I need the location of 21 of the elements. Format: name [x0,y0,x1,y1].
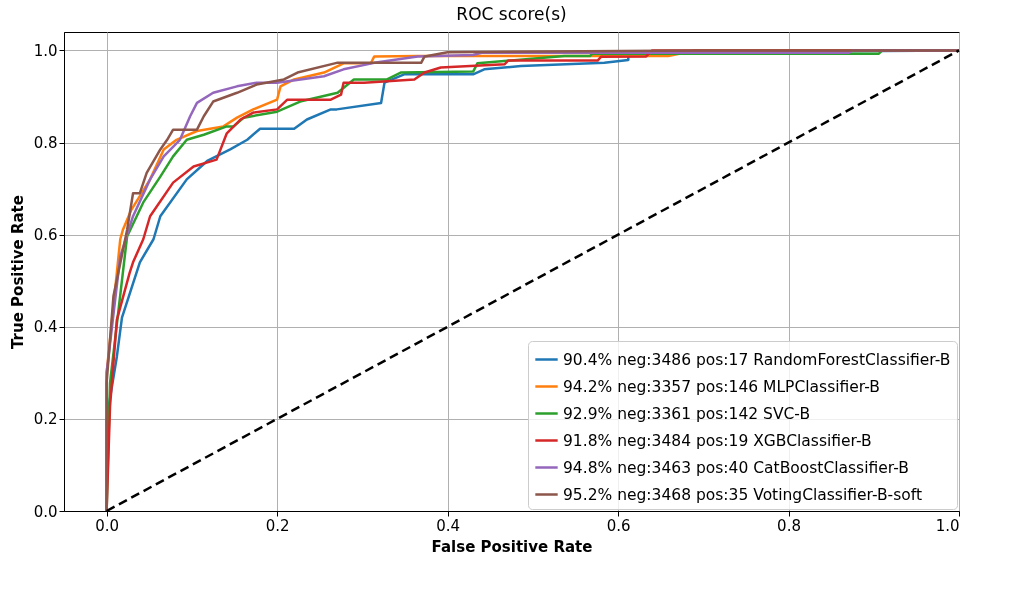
x-tick-label: 0.4 [436,516,460,535]
y-tick-label: 0.8 [33,134,58,153]
legend-label: 92.9% neg:3361 pos:142 SVC-B [563,404,811,423]
y-tick-label: 0.4 [33,318,58,337]
y-tick-label: 0.6 [33,226,58,245]
legend-label: 90.4% neg:3486 pos:17 RandomForestClassifier-B [563,350,951,369]
chart-title: ROC score(s) [456,4,567,24]
x-axis-title: False Positive Rate [431,537,593,556]
x-tick-label: 0.8 [777,516,801,535]
y-axis-title: True Positive Rate [8,195,27,349]
legend-label: 91.8% neg:3484 pos:19 XGBClassifier-B [563,431,872,450]
x-tick-label: 0.0 [95,516,120,535]
y-tick-label: 0.0 [33,502,58,521]
y-tick-label: 0.2 [33,410,58,429]
legend-label: 94.8% neg:3463 pos:40 CatBoostClassifier-B [563,458,909,477]
legend-label: 94.2% neg:3357 pos:146 MLPClassifier-B [563,377,880,396]
legend-label: 95.2% neg:3468 pos:35 VotingClassifier-B-soft [563,485,923,504]
x-tick-label: 1.0 [935,516,960,535]
x-tick-label: 0.2 [265,516,290,535]
x-tick-label: 0.6 [606,516,631,535]
y-tick-label: 1.0 [33,41,58,60]
